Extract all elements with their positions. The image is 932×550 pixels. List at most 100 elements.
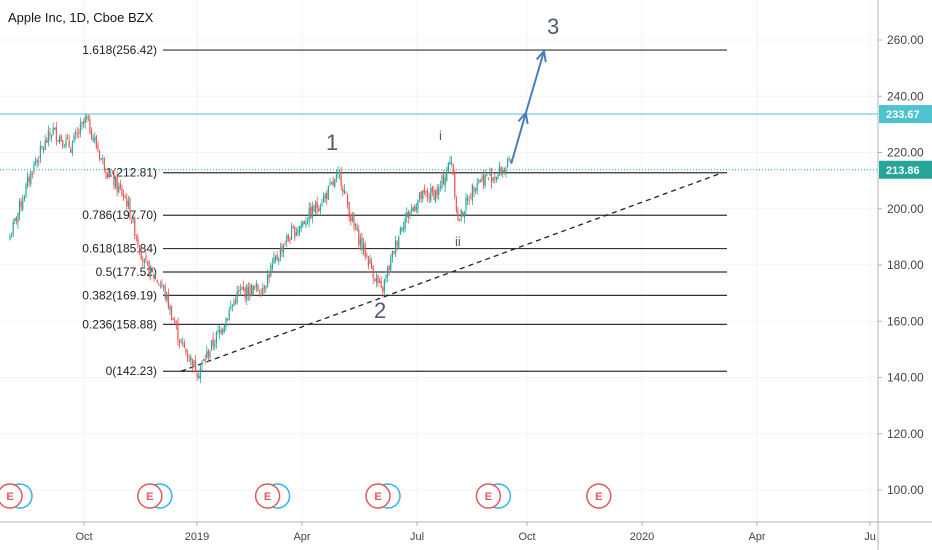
candle-body bbox=[137, 237, 139, 246]
time-tick-label: Oct bbox=[75, 531, 92, 543]
candle-body bbox=[492, 177, 494, 181]
candle-body bbox=[247, 287, 249, 296]
candle-body bbox=[502, 169, 504, 174]
candle-body bbox=[62, 140, 64, 147]
candle-body bbox=[366, 254, 368, 256]
candle-body bbox=[110, 174, 112, 176]
candle-body bbox=[463, 212, 465, 218]
candle-body bbox=[278, 258, 280, 262]
candle-body bbox=[289, 239, 291, 241]
candle-body bbox=[310, 206, 312, 219]
current-price-badge-text: 213.86 bbox=[886, 165, 920, 177]
candle-body bbox=[241, 286, 243, 290]
candle-body bbox=[236, 291, 238, 303]
candle-body bbox=[178, 341, 181, 343]
candle-body bbox=[510, 160, 512, 163]
price-tick-label: 260.00 bbox=[887, 33, 924, 47]
candle-body bbox=[391, 250, 393, 258]
candle-body bbox=[151, 268, 153, 272]
candle-body bbox=[428, 196, 430, 199]
candle-body bbox=[308, 208, 310, 222]
candle-body bbox=[468, 199, 470, 201]
candle-body bbox=[162, 286, 165, 288]
candle-body bbox=[311, 205, 313, 218]
earnings-icon[interactable] bbox=[365, 483, 391, 509]
candle-body bbox=[46, 139, 48, 143]
candle-body bbox=[167, 292, 169, 309]
projection-arrow[interactable] bbox=[510, 49, 547, 165]
price-tick-label: 220.00 bbox=[887, 146, 924, 160]
candle-body bbox=[473, 187, 475, 192]
candle-body bbox=[50, 134, 53, 138]
candle-body bbox=[105, 172, 107, 174]
time-tick-label: 2020 bbox=[630, 531, 654, 543]
earnings-icon[interactable] bbox=[137, 483, 163, 509]
candle-body bbox=[292, 225, 294, 229]
time-tick-label: 2019 bbox=[185, 531, 209, 543]
trend-line[interactable] bbox=[180, 172, 723, 372]
candle-body bbox=[494, 176, 496, 178]
candle-body bbox=[290, 228, 293, 240]
candle-body bbox=[286, 235, 288, 243]
candle-body bbox=[458, 219, 461, 221]
candle-body bbox=[153, 274, 155, 279]
candle-body bbox=[470, 198, 472, 200]
candle-body bbox=[257, 284, 259, 291]
candle-body bbox=[34, 161, 37, 164]
candle-body bbox=[279, 247, 281, 258]
candle-body bbox=[118, 186, 120, 193]
candle-body bbox=[198, 375, 200, 379]
candle-body bbox=[316, 202, 318, 209]
candle-body bbox=[244, 288, 246, 298]
candle-body bbox=[12, 221, 14, 236]
candle-body bbox=[196, 373, 198, 378]
fib-level-label: 0.236(158.88) bbox=[82, 317, 157, 331]
candle-body bbox=[190, 356, 192, 360]
fib-level-label: 0.5(177.52) bbox=[96, 265, 157, 279]
candle-body bbox=[350, 214, 352, 222]
candle-body bbox=[340, 172, 342, 187]
wave-label-1: 1 bbox=[326, 130, 338, 155]
candle-body bbox=[150, 266, 152, 277]
time-tick-label: Oct bbox=[518, 531, 535, 543]
candle-body bbox=[489, 172, 491, 176]
candle-body bbox=[209, 351, 211, 358]
projection-path[interactable] bbox=[510, 50, 545, 165]
candle-body bbox=[482, 174, 485, 186]
candle-body bbox=[423, 188, 425, 193]
earnings-icon[interactable] bbox=[475, 483, 502, 509]
candle-body bbox=[436, 188, 438, 196]
price-tick-label: 180.00 bbox=[887, 258, 924, 272]
time-tick-label: Apr bbox=[293, 531, 310, 543]
candle-body bbox=[183, 343, 185, 348]
candle-body bbox=[353, 214, 355, 226]
candle-body bbox=[49, 132, 51, 136]
earnings-icon[interactable] bbox=[586, 483, 612, 509]
wave-label-2: 2 bbox=[374, 298, 386, 323]
candle-body bbox=[166, 294, 168, 301]
candle-body bbox=[273, 257, 275, 263]
candle-body bbox=[33, 162, 35, 172]
candle-body bbox=[26, 177, 29, 186]
candle-body bbox=[506, 159, 509, 167]
candle-body bbox=[370, 261, 373, 269]
candle-body bbox=[356, 228, 358, 231]
candle-body bbox=[220, 329, 222, 333]
candle-body bbox=[38, 160, 40, 162]
earnings-icon[interactable] bbox=[0, 483, 23, 509]
candle-body bbox=[126, 198, 128, 207]
candle-body bbox=[246, 285, 248, 300]
candle-body bbox=[474, 188, 477, 192]
candle-body bbox=[106, 173, 109, 177]
candle-body bbox=[129, 198, 131, 219]
candle-body bbox=[108, 175, 110, 178]
earnings-icon[interactable] bbox=[254, 483, 281, 509]
candle-body bbox=[422, 190, 424, 200]
candle-body bbox=[282, 245, 285, 253]
candle-body bbox=[182, 342, 184, 344]
earnings-label: E bbox=[146, 491, 153, 503]
